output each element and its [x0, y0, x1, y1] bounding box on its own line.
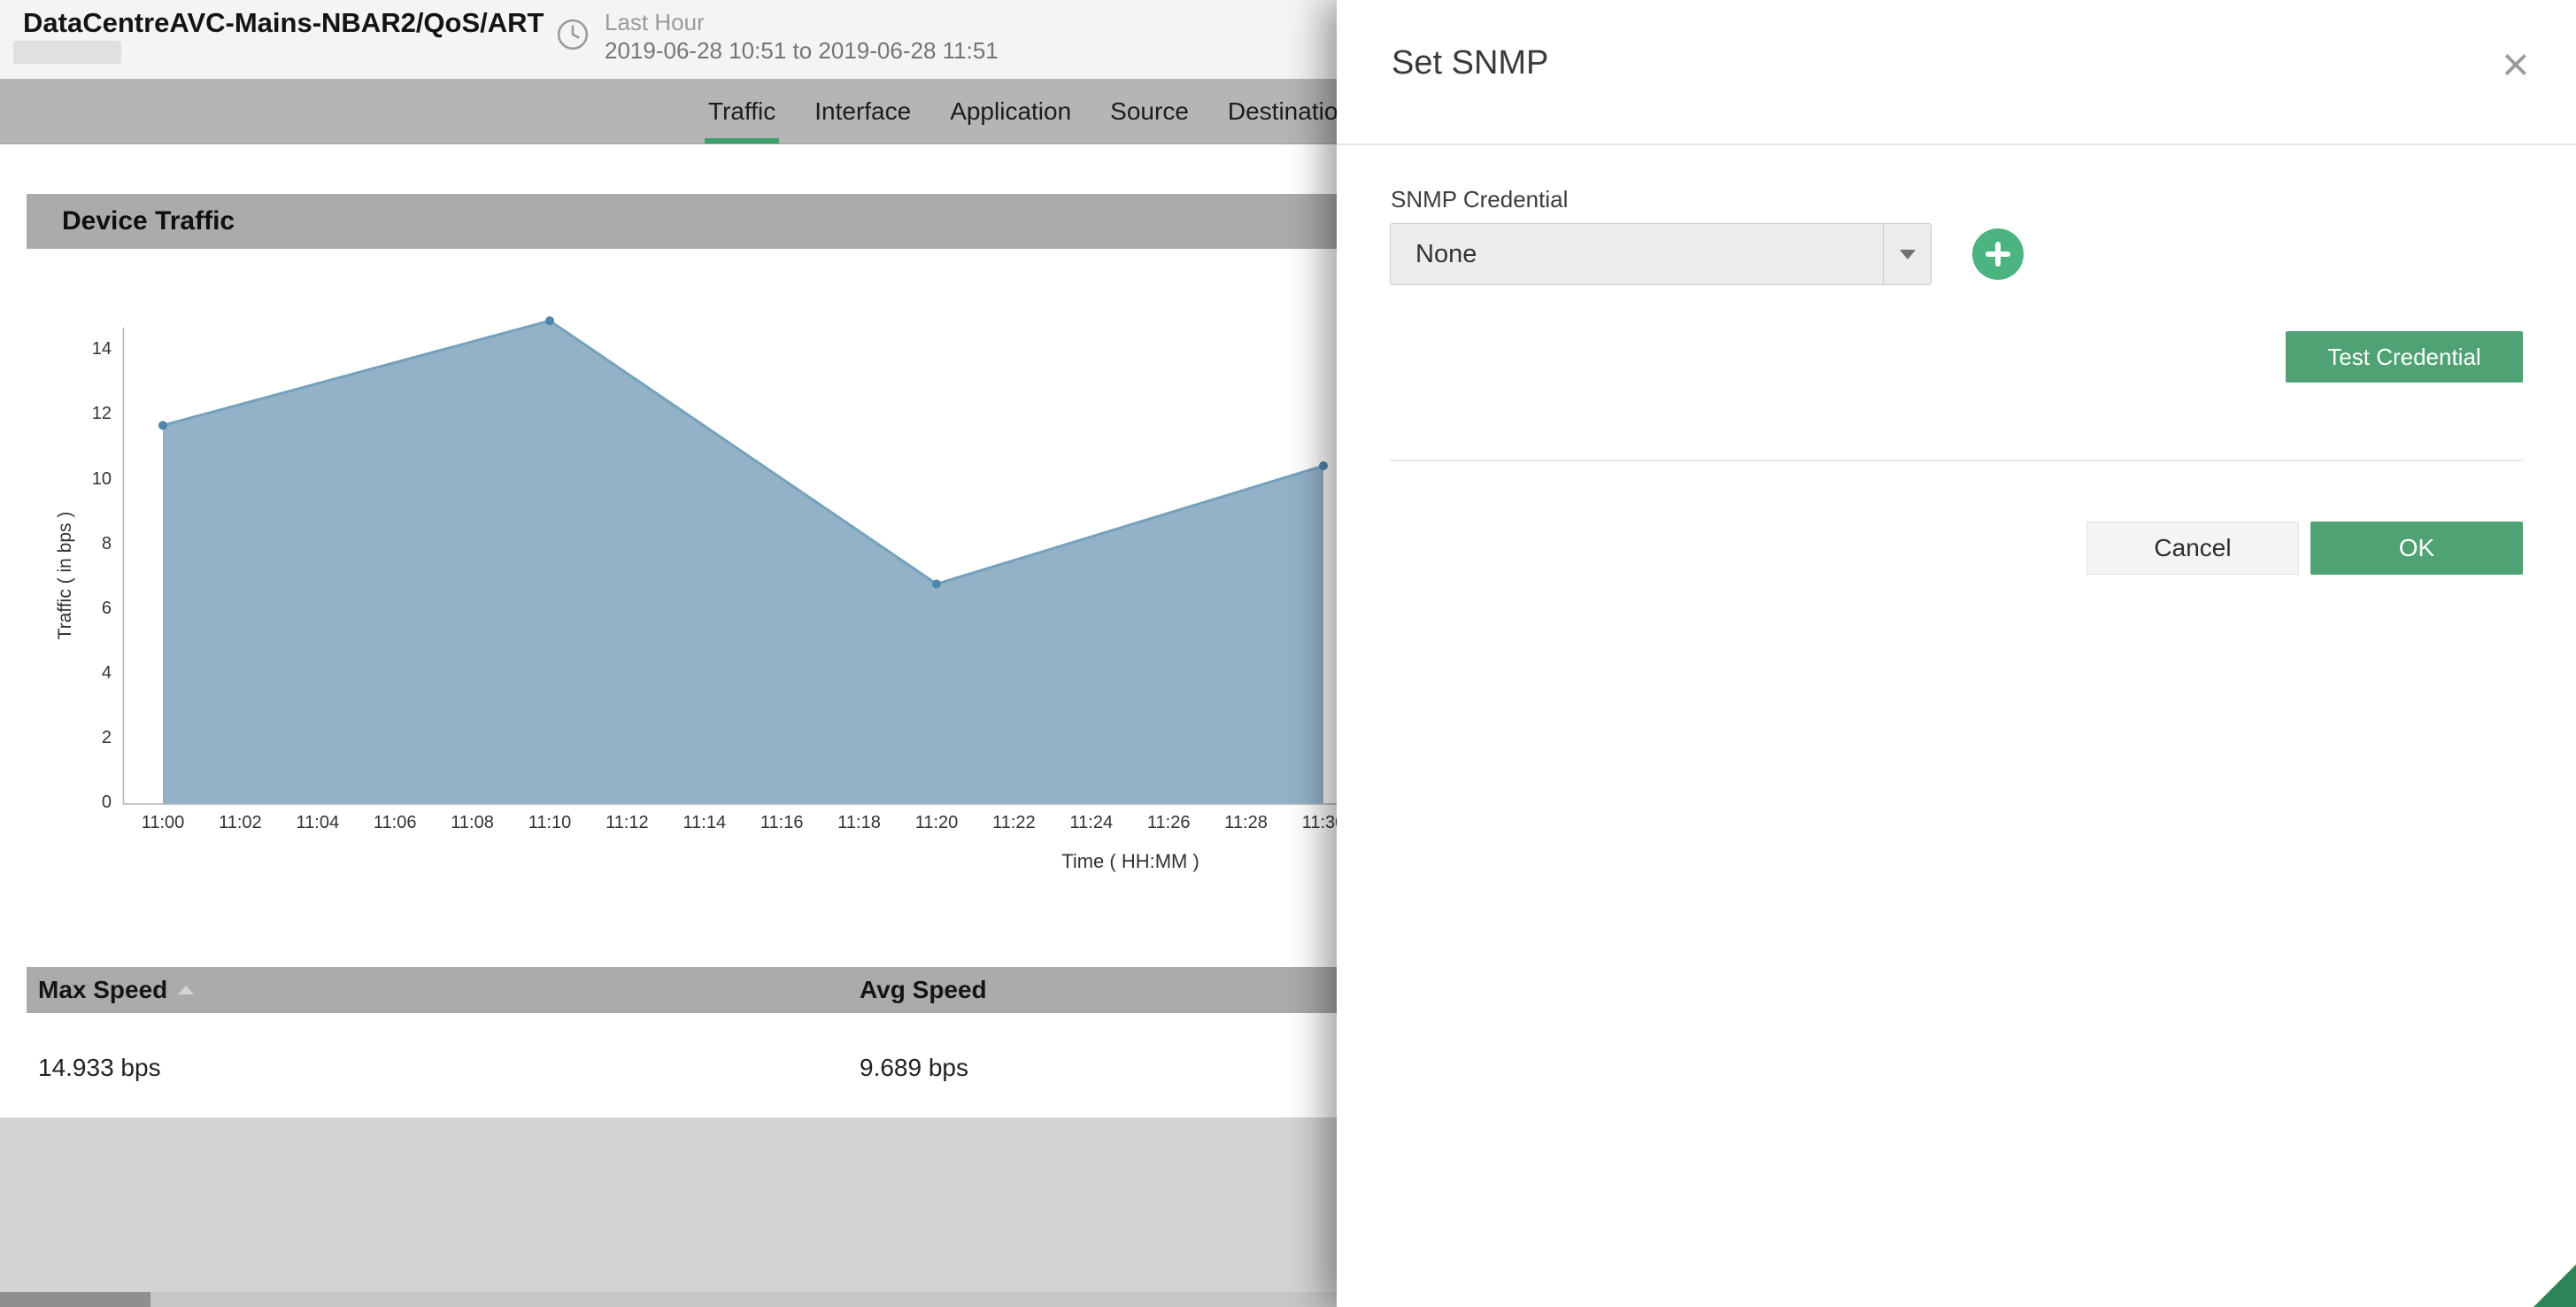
redacted-label [13, 41, 121, 64]
tab-application[interactable]: Application [950, 97, 1072, 125]
tab-destination[interactable]: Destination [1227, 97, 1352, 125]
x-tick-label: 11:20 [914, 813, 959, 832]
horizontal-scrollbar[interactable] [0, 1292, 1337, 1307]
y-tick-label: 14 [91, 339, 112, 360]
x-tick-label: 11:12 [605, 813, 649, 832]
clock-icon [557, 19, 589, 50]
feedback-corner-widget[interactable] [2534, 1264, 2576, 1307]
traffic-line [162, 319, 1324, 586]
snmp-credential-select[interactable]: None [1390, 223, 1932, 285]
summary-table-row: 14.933 bps 9.689 bps [27, 1013, 1337, 1118]
traffic-area-chart [122, 316, 1337, 805]
y-tick-label: 8 [101, 533, 112, 553]
data-point[interactable] [158, 421, 167, 430]
summary-table-header: Max Speed Avg Speed [27, 967, 1337, 1013]
ok-button[interactable]: OK [2310, 522, 2523, 575]
select-arrow-button[interactable] [1883, 224, 1931, 284]
data-point[interactable] [545, 316, 554, 326]
close-icon[interactable]: × [2502, 38, 2530, 91]
chevron-down-icon [1899, 249, 1916, 259]
y-tick-label: 12 [91, 404, 112, 424]
y-tick-label: 4 [101, 662, 112, 683]
device-traffic-header: Device Traffic [27, 194, 1337, 249]
sort-ascending-icon [178, 986, 195, 994]
data-point[interactable] [932, 579, 941, 589]
chart-y-axis-label: Traffic ( in bps ) [55, 511, 75, 640]
x-tick-label: 11:16 [760, 813, 804, 832]
snmp-credential-label: SNMP Credential [1391, 186, 1569, 213]
data-point[interactable] [1319, 461, 1328, 471]
select-selected-value: None [1415, 239, 1477, 268]
cell-avg-speed: 9.689 bps [860, 1054, 968, 1081]
column-header-avg-speed[interactable]: Avg Speed [860, 967, 987, 1013]
tab-source[interactable]: Source [1110, 97, 1189, 125]
panel-title-divider [1337, 143, 2576, 145]
x-tick-label: 11:04 [296, 813, 340, 832]
plus-icon [1995, 242, 2001, 267]
tab-traffic[interactable]: Traffic [704, 79, 780, 143]
tab-interface[interactable]: Interface [814, 97, 912, 125]
x-tick-label: 11:22 [992, 813, 1036, 832]
x-tick-label: 11:30 [1301, 813, 1346, 832]
y-tick-label: 2 [101, 727, 112, 747]
x-tick-label: 11:24 [1069, 813, 1114, 832]
traffic-area-fill [163, 321, 1323, 804]
panel-actions-divider [1390, 460, 2523, 461]
time-filter-range[interactable]: 2019-06-28 10:51 to 2019-06-28 11:51 [605, 37, 999, 64]
x-tick-label: 11:00 [141, 813, 185, 832]
set-snmp-panel: Set SNMP × SNMP Credential None Test Cre… [1337, 0, 2576, 1307]
x-tick-label: 11:18 [837, 813, 881, 832]
x-tick-label: 11:28 [1224, 813, 1268, 832]
add-credential-button[interactable] [1972, 228, 2024, 280]
panel-title: Set SNMP [1392, 44, 1549, 81]
column-label: Max Speed [38, 976, 168, 1003]
column-label: Avg Speed [860, 976, 987, 1003]
x-tick-label: 11:02 [219, 813, 262, 832]
scrollbar-thumb[interactable] [0, 1292, 150, 1307]
page-title: DataCentreAVC-Mains-NBAR2/QoS/ART [23, 7, 544, 38]
y-tick-label: 0 [101, 793, 112, 812]
y-tick-label: 10 [91, 468, 112, 489]
test-credential-button[interactable]: Test Credential [2286, 331, 2523, 383]
time-filter-label[interactable]: Last Hour [605, 9, 705, 35]
x-tick-label: 11:06 [373, 813, 417, 832]
y-tick-label: 6 [101, 598, 112, 618]
x-tick-label: 11:26 [1146, 813, 1191, 832]
cancel-button[interactable]: Cancel [2086, 522, 2299, 575]
x-tick-label: 11:14 [683, 813, 727, 832]
x-tick-label: 11:08 [451, 813, 494, 832]
device-traffic-title: Device Traffic [62, 206, 235, 236]
column-header-max-speed[interactable]: Max Speed [38, 967, 195, 1013]
chart-x-axis-label: Time ( HH:MM ) [1061, 850, 1199, 872]
cell-max-speed: 14.933 bps [38, 1054, 161, 1081]
x-tick-label: 11:10 [528, 813, 572, 832]
